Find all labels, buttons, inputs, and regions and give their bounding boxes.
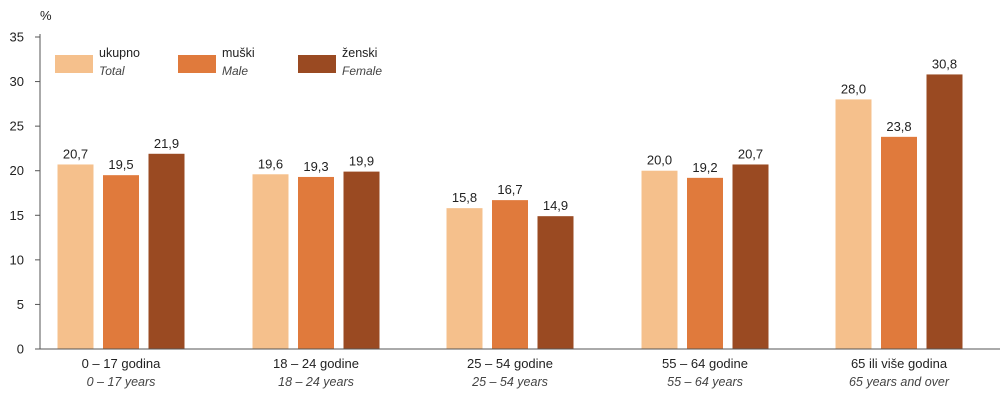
data-label: 19,6 (258, 156, 283, 171)
x-tick-sublabel: 0 – 17 years (87, 375, 156, 389)
y-tick-label: 10 (10, 252, 24, 267)
y-tick-label: 25 (10, 119, 24, 134)
bar-1-1 (298, 176, 334, 349)
bar-2-0 (148, 153, 185, 349)
x-tick-label: 55 – 64 godine (662, 356, 748, 371)
y-tick-label: 30 (10, 74, 24, 89)
x-tick-label: 18 – 24 godine (273, 356, 359, 371)
y-tick-label: 0 (17, 342, 24, 357)
bar-1-4 (881, 136, 917, 349)
data-label: 28,0 (841, 81, 866, 96)
x-tick-sublabel: 18 – 24 years (278, 375, 354, 389)
y-tick-label: 5 (17, 297, 24, 312)
data-label: 23,8 (886, 119, 911, 134)
bar-2-4 (926, 74, 963, 349)
y-tick-label: 20 (10, 163, 24, 178)
data-label: 19,9 (349, 154, 374, 169)
data-label: 19,3 (303, 159, 328, 174)
y-tick-label: 15 (10, 208, 24, 223)
bar-1-3 (687, 177, 723, 349)
x-tick-sublabel: 55 – 64 years (667, 375, 743, 389)
bar-1-0 (103, 175, 139, 349)
bar-2-1 (343, 171, 380, 349)
y-axis-unit-label: % (40, 8, 52, 23)
bar-0-4 (835, 99, 872, 350)
data-label: 20,0 (647, 153, 672, 168)
legend-label: muški (222, 46, 255, 60)
data-label: 30,8 (932, 56, 957, 71)
legend-swatch (178, 55, 216, 73)
bar-0-2 (446, 208, 483, 349)
bar-0-3 (641, 170, 678, 349)
data-label: 14,9 (543, 198, 568, 213)
bar-1-2 (492, 200, 528, 349)
legend-swatch (55, 55, 93, 73)
data-label: 15,8 (452, 190, 477, 205)
x-tick-sublabel: 65 years and over (849, 375, 950, 389)
legend-swatch (298, 55, 336, 73)
legend-sublabel: Total (99, 64, 125, 78)
data-label: 19,5 (108, 157, 133, 172)
data-label: 20,7 (738, 146, 763, 161)
data-label: 16,7 (497, 182, 522, 197)
data-label: 20,7 (63, 146, 88, 161)
data-label: 19,2 (692, 160, 717, 175)
bar-0-0 (57, 164, 94, 349)
y-tick-label: 35 (10, 30, 24, 45)
legend-label: ukupno (99, 46, 140, 60)
legend-sublabel: Male (222, 64, 248, 78)
x-tick-label: 65 ili više godina (851, 356, 948, 371)
legend-label: ženski (342, 46, 377, 60)
bar-2-3 (732, 164, 769, 349)
legend-sublabel: Female (342, 64, 382, 78)
x-tick-sublabel: 25 – 54 years (471, 375, 548, 389)
data-label: 21,9 (154, 136, 179, 151)
x-tick-label: 0 – 17 godina (82, 356, 162, 371)
x-tick-label: 25 – 54 godine (467, 356, 553, 371)
bar-2-2 (537, 216, 574, 349)
bar-0-1 (252, 174, 289, 349)
